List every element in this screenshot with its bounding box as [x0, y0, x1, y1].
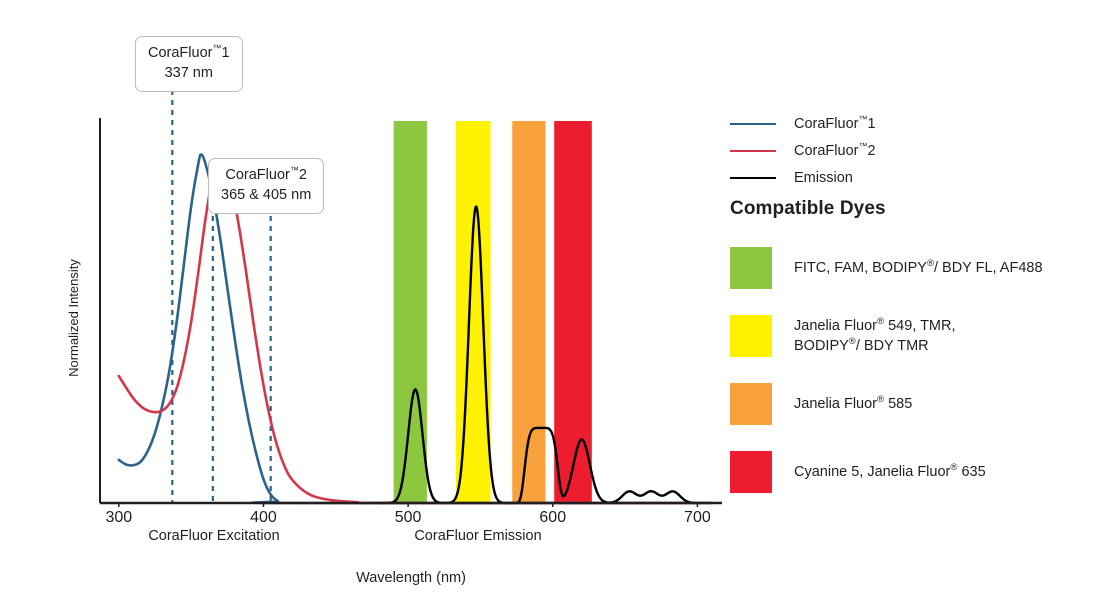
legend-item-label: CoraFluor™1 — [794, 113, 876, 132]
excitation-marker-lines — [171, 90, 272, 503]
x-tick-label-300: 300 — [105, 509, 132, 526]
legend-swatch-line-icon — [730, 149, 776, 152]
legend-item-1[interactable]: CoraFluor™2 — [730, 137, 1110, 164]
dye-item-label: Janelia Fluor® 585 — [794, 394, 912, 414]
compatible-dyes-heading: Compatible Dyes — [730, 198, 886, 219]
callout-corafluor-1: CoraFluor™1 337 nm — [135, 36, 243, 93]
curve-CoraFluor1 — [117, 153, 699, 505]
emission-band-2 — [512, 121, 546, 503]
registered-icon: ® — [877, 394, 885, 406]
dye-label-line1: Janelia Fluor® 585 — [794, 394, 913, 412]
callout-cf1-line1: CoraFluor™1 — [148, 43, 230, 61]
dye-item-2[interactable]: Janelia Fluor® 585 — [730, 370, 1110, 438]
callout-cf1-line2: 337 nm — [164, 64, 213, 81]
x-axis-section-excitation: CoraFluor Excitation — [148, 528, 279, 544]
trademark-icon: ™ — [289, 165, 299, 176]
x-axis-tick-labels: 300 400 500 600 700 — [105, 503, 711, 526]
legend-item-2[interactable]: Emission — [730, 164, 1110, 191]
trademark-icon: ™ — [858, 140, 868, 151]
compatible-dyes-list: FITC, FAM, BODIPY®/ BDY FL, AF488 Janelia… — [730, 234, 1110, 506]
dye-item-label: Janelia Fluor® 549, TMR, BODIPY®/ BDY TMR — [794, 316, 956, 356]
chart-canvas: 300 400 500 600 700 CoraFluor Excitation Cor… — [66, 36, 722, 586]
dye-color-swatch — [730, 247, 772, 289]
x-tick-label-600: 600 — [539, 509, 566, 526]
dye-label-line1: Janelia Fluor® 549, TMR, — [794, 316, 956, 334]
dye-color-swatch — [730, 451, 772, 493]
curve-emission — [378, 205, 712, 505]
registered-icon: ® — [950, 462, 958, 474]
x-tick-label-500: 500 — [395, 509, 422, 526]
dye-item-1[interactable]: Janelia Fluor® 549, TMR, BODIPY®/ BDY TMR — [730, 302, 1110, 370]
registered-icon: ® — [848, 336, 856, 348]
legend-swatch-line-icon — [730, 122, 776, 125]
dye-color-swatch — [730, 383, 772, 425]
legend-item-label: CoraFluor™2 — [794, 140, 876, 159]
registered-icon: ® — [926, 258, 934, 270]
emission-filter-bands — [393, 121, 592, 503]
callout-cf2-line1: CoraFluor™2 — [225, 165, 307, 183]
legend-item-label: Emission — [794, 169, 853, 186]
legend-swatch-line-icon — [730, 176, 776, 179]
y-axis-title: Normalized Intensity — [66, 259, 81, 377]
dye-label-line1: FITC, FAM, BODIPY®/ BDY FL, AF488 — [794, 258, 1043, 276]
emission-band-3 — [554, 121, 592, 503]
registered-icon: ® — [877, 316, 885, 328]
emission-band-1 — [455, 121, 491, 503]
series-legend: CoraFluor™1 CoraFluor™2 Emission — [730, 110, 1110, 191]
x-axis-section-emission: CoraFluor Emission — [414, 528, 541, 544]
legend-panel: CoraFluor™1 CoraFluor™2 Emission Compatibl… — [730, 0, 1110, 612]
spectra-plot: 300 400 500 600 700 CoraFluor Excitation Cor… — [66, 90, 722, 586]
dye-color-swatch — [730, 315, 772, 357]
emission-band-0 — [393, 121, 427, 503]
legend-item-0[interactable]: CoraFluor™1 — [730, 110, 1110, 137]
x-axis-title: Wavelength (nm) — [356, 570, 466, 586]
trademark-icon: ™ — [212, 43, 222, 54]
dye-label-line2: BODIPY®/ BDY TMR — [794, 336, 929, 354]
callout-corafluor-2: CoraFluor™2 365 & 405 nm — [208, 158, 325, 215]
callout-cf2-line2: 365 & 405 nm — [221, 186, 312, 203]
x-tick-label-400: 400 — [250, 509, 277, 526]
dye-item-0[interactable]: FITC, FAM, BODIPY®/ BDY FL, AF488 — [730, 234, 1110, 302]
dye-label-line1: Cyanine 5, Janelia Fluor® 635 — [794, 462, 986, 480]
dye-item-label: Cyanine 5, Janelia Fluor® 635 — [794, 462, 986, 482]
dye-item-label: FITC, FAM, BODIPY®/ BDY FL, AF488 — [794, 258, 1043, 278]
trademark-icon: ™ — [858, 113, 868, 124]
dye-item-3[interactable]: Cyanine 5, Janelia Fluor® 635 — [730, 438, 1110, 506]
x-tick-label-700: 700 — [684, 509, 711, 526]
